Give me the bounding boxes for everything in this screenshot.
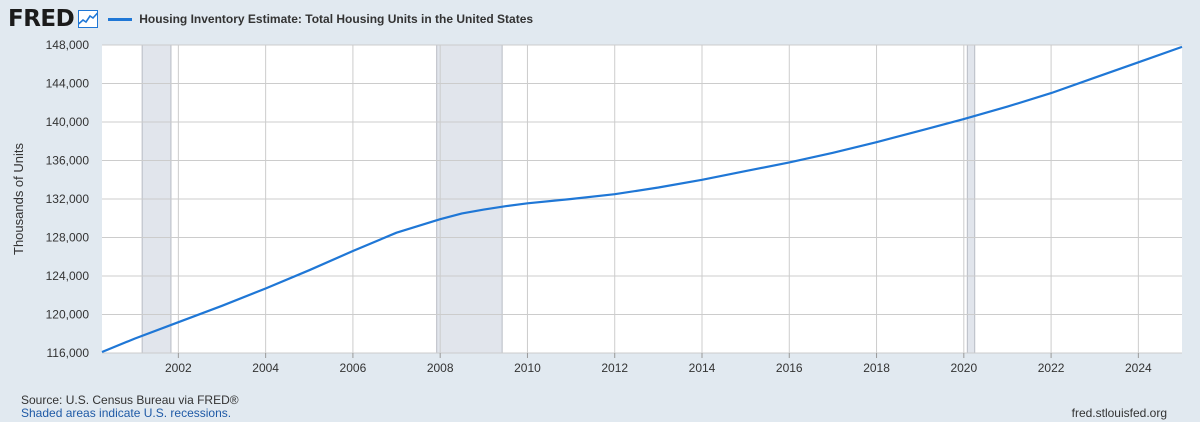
site-link[interactable]: fred.stlouisfed.org bbox=[1071, 406, 1167, 420]
x-tick-label: 2022 bbox=[1038, 361, 1065, 375]
x-axis-ticks: 2002 2004 2006 2008 2010 2012 2014 2016 2018 2020… bbox=[165, 361, 1152, 375]
legend-swatch bbox=[108, 17, 133, 21]
fred-logo[interactable]: FRED bbox=[8, 6, 75, 32]
recession-note[interactable]: Shaded areas indicate U.S. recessions. bbox=[21, 406, 232, 420]
x-tick-label: 2014 bbox=[689, 361, 716, 375]
series-line[interactable] bbox=[101, 45, 1183, 354]
x-tick-label: 2006 bbox=[340, 361, 367, 375]
x-tick-label: 2024 bbox=[1125, 361, 1152, 375]
y-tick-label: 128,000 bbox=[46, 231, 90, 245]
y-tick-label: 136,000 bbox=[46, 154, 90, 168]
y-tick-label: 120,000 bbox=[46, 308, 90, 322]
y-tick-label: 132,000 bbox=[46, 192, 90, 206]
y-tick-label: 144,000 bbox=[46, 77, 90, 91]
chart-header: FRED Housing Inventory Estimate: Total H… bbox=[8, 6, 533, 32]
gridlines bbox=[102, 44, 1182, 358]
y-tick-label: 140,000 bbox=[46, 115, 90, 129]
x-tick-label: 2002 bbox=[165, 361, 192, 375]
y-tick-label: 148,000 bbox=[46, 38, 90, 52]
legend: Housing Inventory Estimate: Total Housin… bbox=[108, 12, 533, 26]
y-tick-label: 124,000 bbox=[46, 269, 90, 283]
y-axis-label: Thousands of Units bbox=[11, 143, 26, 256]
x-tick-label: 2004 bbox=[252, 361, 279, 375]
x-tick-label: 2018 bbox=[863, 361, 890, 375]
x-tick-label: 2020 bbox=[950, 361, 977, 375]
x-tick-label: 2012 bbox=[601, 361, 628, 375]
x-tick-label: 2016 bbox=[776, 361, 803, 375]
legend-label: Housing Inventory Estimate: Total Housin… bbox=[139, 12, 534, 26]
x-tick-label: 2008 bbox=[427, 361, 454, 375]
x-tick-label: 2010 bbox=[514, 361, 541, 375]
trend-chart-icon bbox=[78, 10, 99, 28]
y-tick-label: 116,000 bbox=[47, 346, 90, 360]
y-axis-ticks: 116,000 120,000 124,000 128,000 132,000 136,0… bbox=[46, 38, 90, 360]
source-note: Source: U.S. Census Bureau via FRED® bbox=[21, 393, 239, 407]
